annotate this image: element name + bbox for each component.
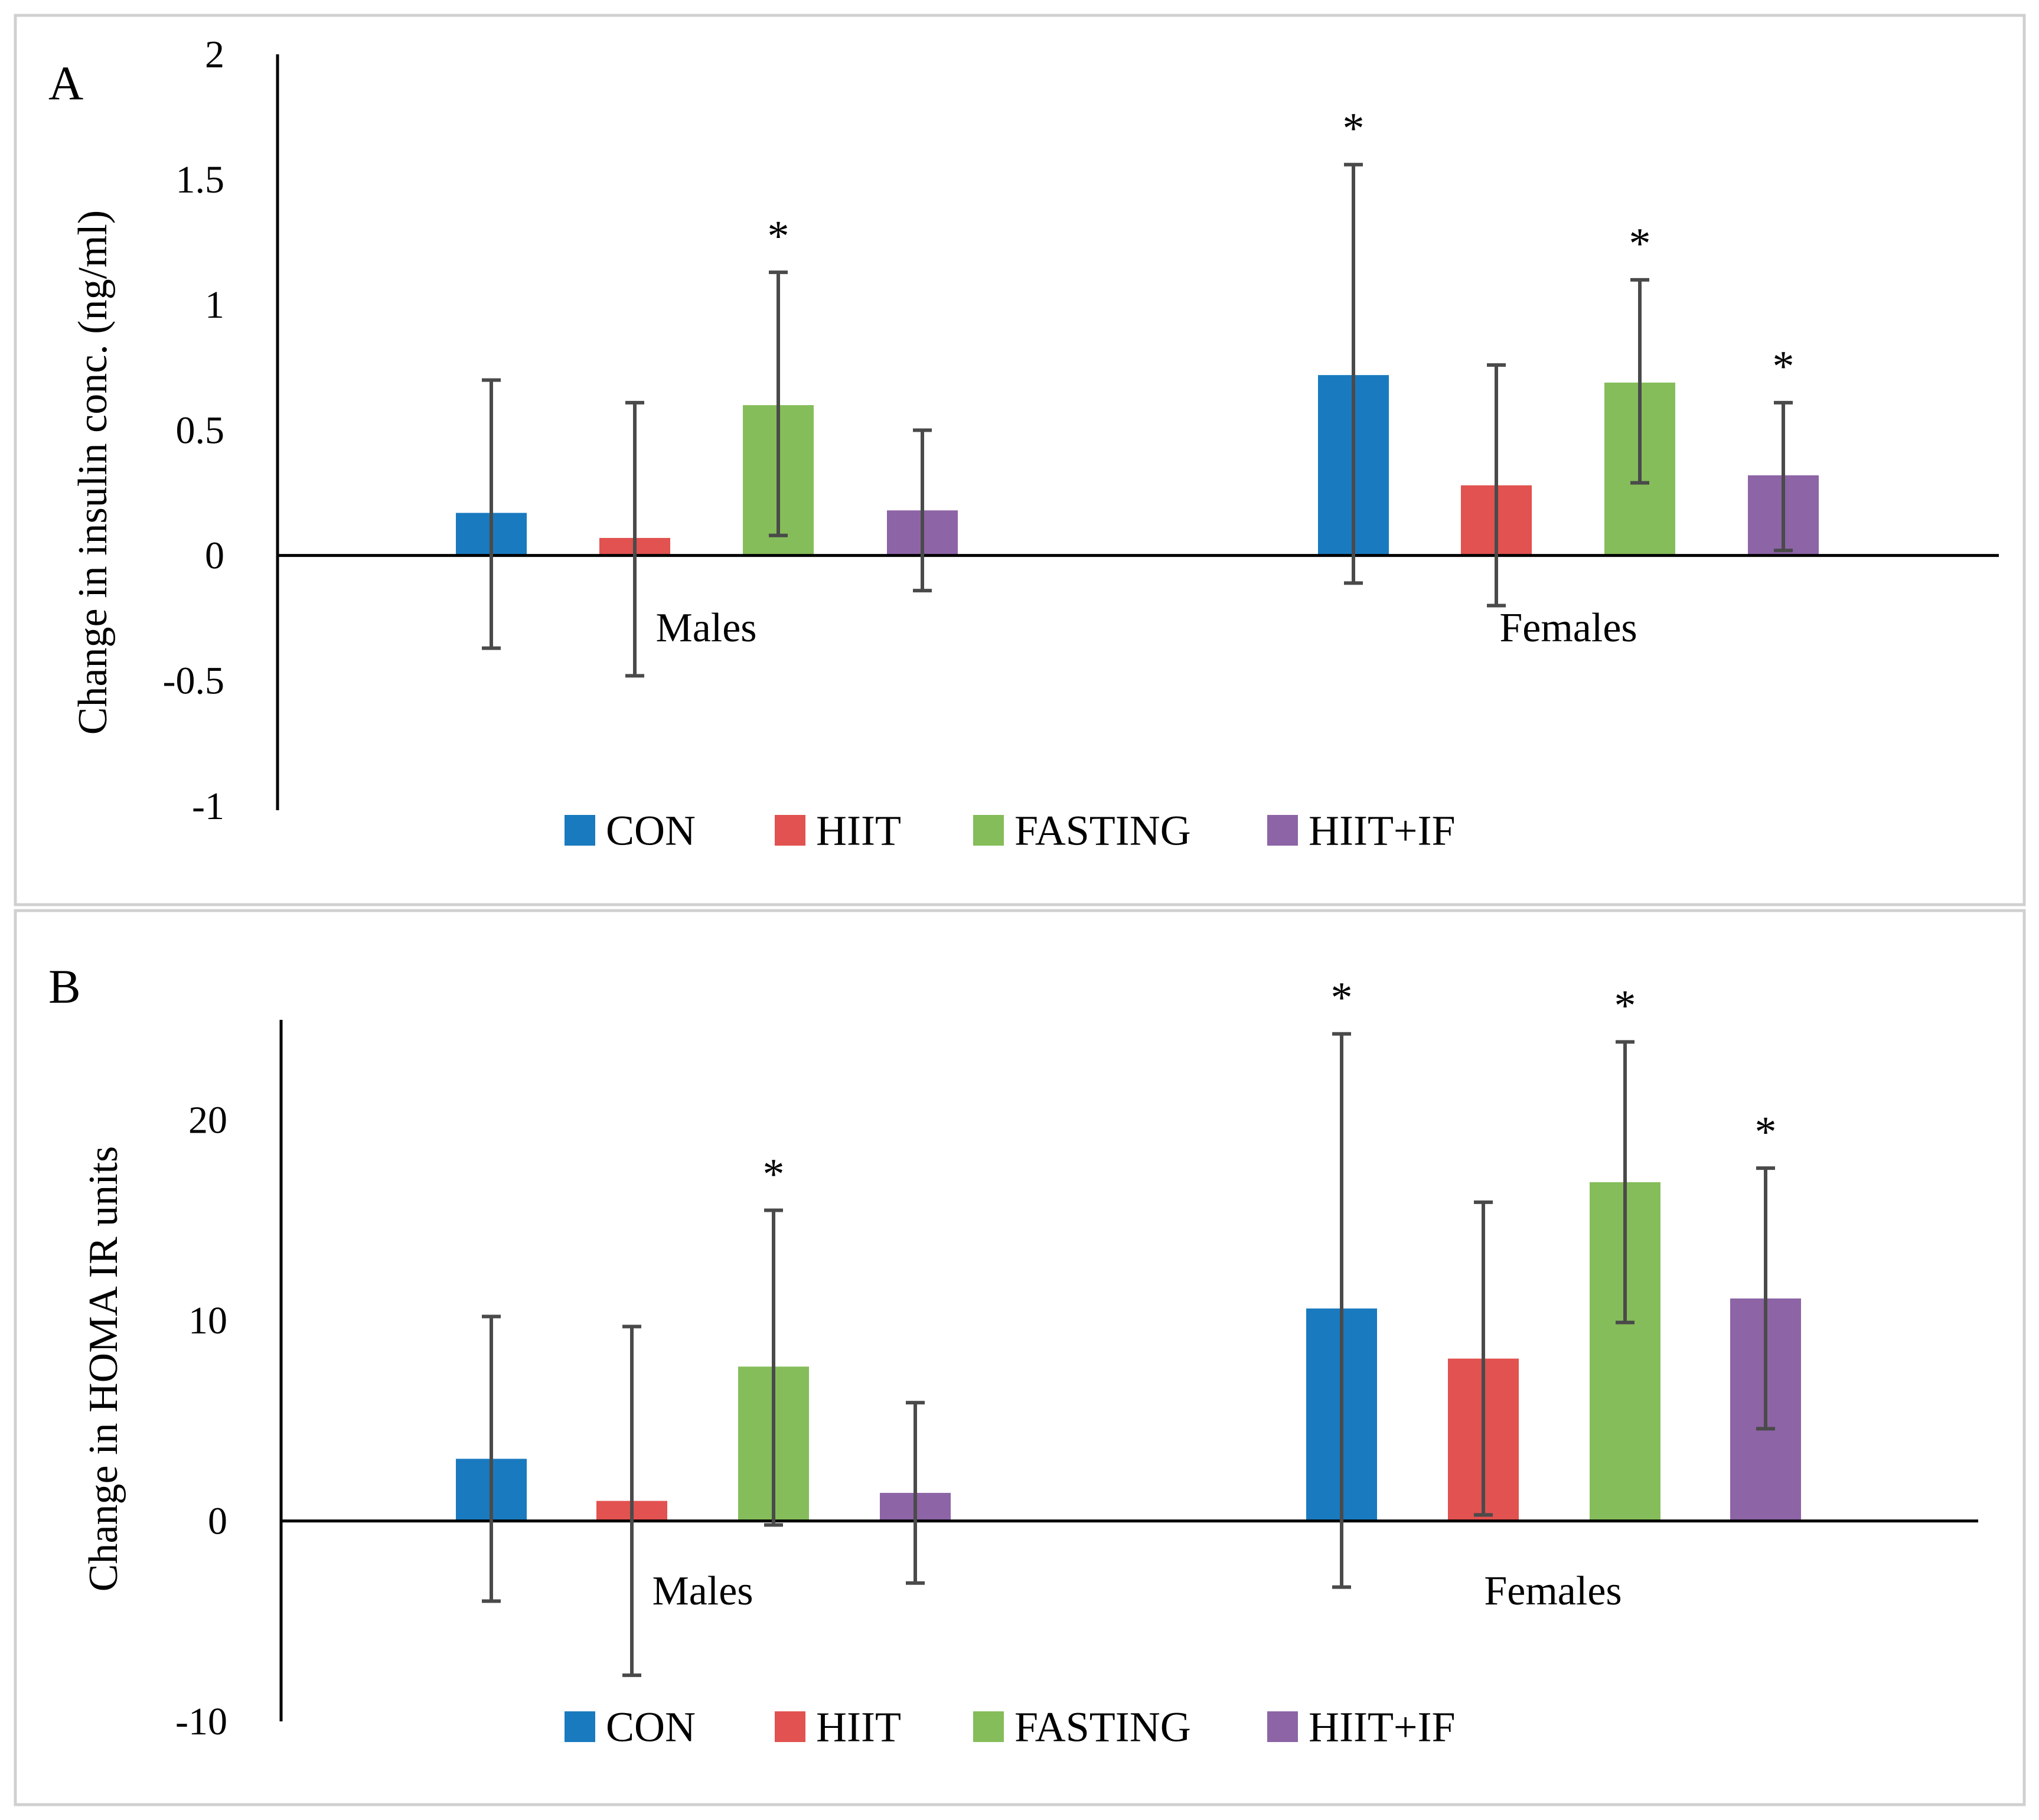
chart-a-legend-label-hiit-if: HIIT+IF [1309, 807, 1456, 854]
chart-a-ytick-label: -0.5 [163, 660, 224, 703]
chart-a-legend-label-fasting: FASTING [1014, 807, 1191, 854]
chart-a-significance-marker: * [1773, 343, 1795, 391]
chart-b-significance-marker: * [763, 1150, 785, 1199]
chart-b-y-axis-title: Change in HOMA IR units [81, 1146, 126, 1591]
panel-a-frame [14, 14, 2026, 906]
chart-b-significance-marker: * [1331, 974, 1353, 1022]
chart-a-category-label-females: Females [1499, 605, 1637, 651]
chart-a-significance-marker: * [1629, 220, 1651, 268]
chart-a-ytick-label: 0.5 [176, 409, 225, 452]
chart-b-panel-label: B [48, 960, 81, 1013]
chart-a-legend-swatch-fasting [973, 815, 1004, 846]
chart-b-ytick-label: -10 [175, 1700, 227, 1743]
chart-b-legend-swatch-fasting [973, 1711, 1004, 1742]
chart-b-legend-swatch-hiit-if [1267, 1711, 1298, 1742]
chart-a-ytick-label: 1 [205, 283, 224, 327]
chart-b-legend-label-con: CON [606, 1703, 696, 1750]
chart-a: A -1 -0.5 0 0.5 1 1.5 2 Change in insulin conc. … [48, 33, 1999, 854]
chart-b-legend-label-hiit: HIIT [816, 1703, 901, 1750]
chart-b-category-label-males: Males [652, 1568, 753, 1614]
chart-a-legend-swatch-hiit-if [1267, 815, 1298, 846]
chart-b-legend-label-fasting: FASTING [1014, 1703, 1191, 1750]
chart-a-ytick-label: -1 [192, 785, 224, 828]
chart-a-category-label-males: Males [655, 605, 756, 651]
chart-a-legend-label-con: CON [606, 807, 696, 854]
chart-a-significance-marker: * [1343, 105, 1365, 153]
panel-b-frame [14, 909, 2026, 1806]
chart-a-y-axis-title: Change in insulin conc. (ng/ml) [70, 210, 116, 735]
chart-b-category-label-females: Females [1484, 1568, 1622, 1614]
chart-a-panel-label: A [48, 56, 83, 110]
chart-a-significance-marker: * [768, 212, 789, 260]
chart-a-ytick-label: 2 [205, 33, 224, 76]
chart-b-significance-marker: * [1614, 982, 1636, 1030]
chart-b: B -10 0 10 20 Change in HOMA IR units Males Fem… [48, 960, 1978, 1750]
chart-b-legend-label-hiit-if: HIIT+IF [1309, 1703, 1456, 1750]
chart-a-legend-swatch-hiit [775, 815, 805, 846]
chart-b-legend-swatch-con [565, 1711, 595, 1742]
chart-a-ytick-label: 0 [205, 534, 224, 577]
chart-b-legend-swatch-hiit [775, 1711, 805, 1742]
chart-b-significance-marker: * [1755, 1108, 1777, 1156]
chart-a-legend-label-hiit: HIIT [816, 807, 901, 854]
chart-b-ytick-label: 0 [208, 1499, 227, 1542]
chart-a-ytick-label: 1.5 [176, 158, 225, 201]
chart-b-ytick-label: 20 [188, 1098, 227, 1141]
chart-b-ytick-label: 10 [188, 1299, 227, 1342]
chart-a-legend-swatch-con [565, 815, 595, 846]
